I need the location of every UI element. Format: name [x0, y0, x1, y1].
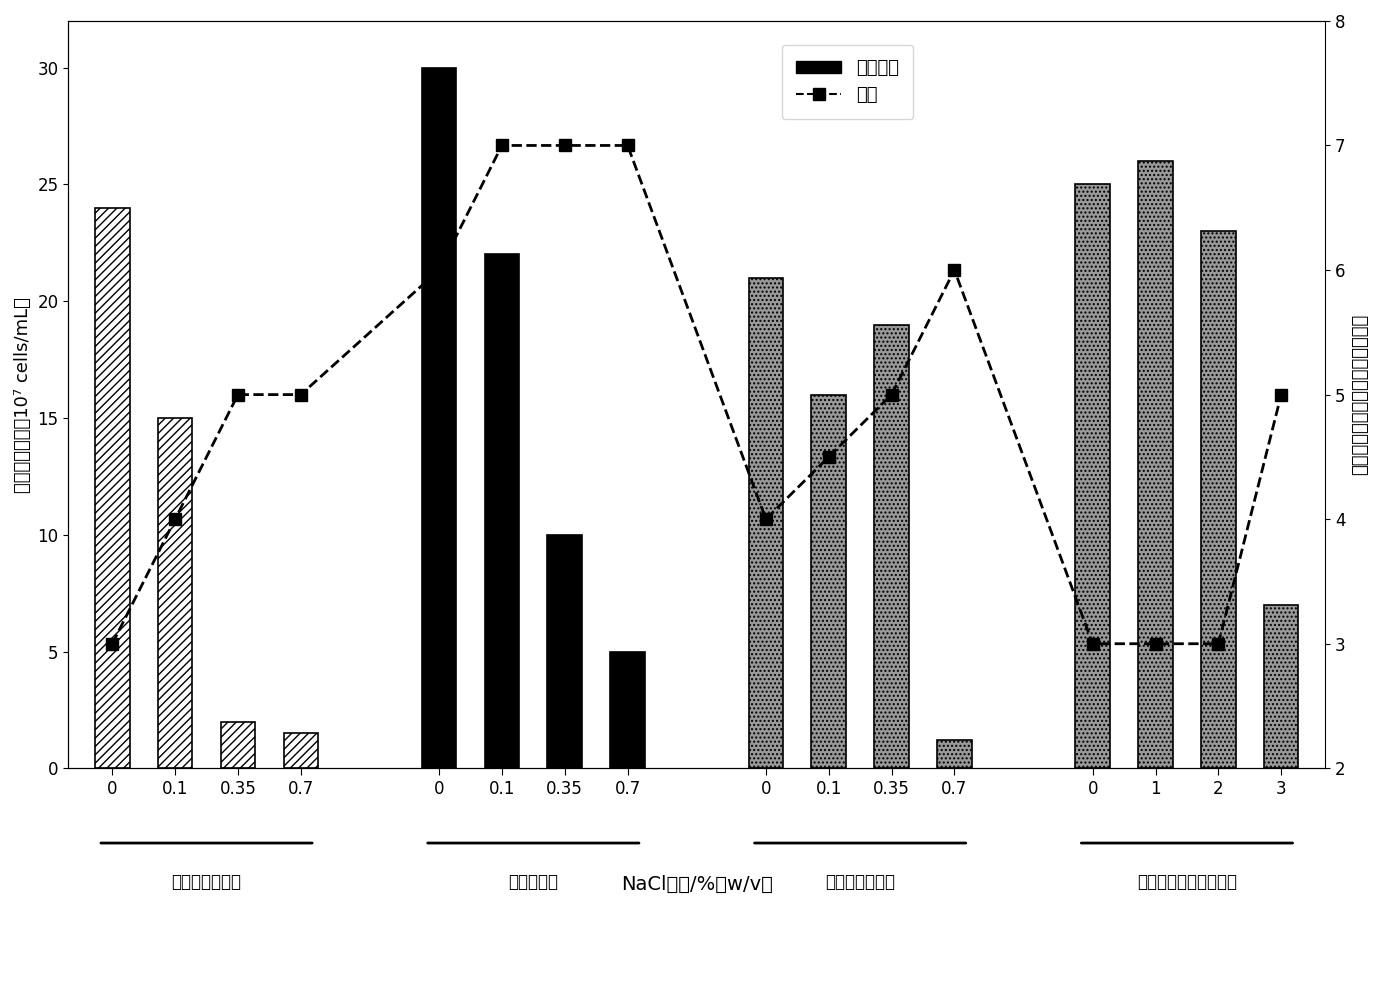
Bar [422, 68, 456, 768]
Bar [95, 208, 130, 768]
Bar [484, 254, 519, 768]
Bar [221, 722, 256, 768]
Text: 海洋嗜酸硫化芽包杆菌: 海洋嗜酸硫化芽包杆菌 [1137, 873, 1236, 891]
Bar [1076, 184, 1111, 768]
Bar [938, 741, 972, 768]
Y-axis label: 最大细胞浓度（10⁷ cells/mL）: 最大细胞浓度（10⁷ cells/mL） [14, 296, 32, 492]
Bar [1138, 161, 1173, 768]
Text: 嗜热嗜酸鐵质菌: 嗜热嗜酸鐵质菌 [826, 873, 895, 891]
Text: 嗜鐵魉端螺旋菌: 嗜鐵魉端螺旋菌 [171, 873, 242, 891]
Bar [748, 278, 783, 768]
Bar [874, 324, 909, 768]
Bar [548, 535, 582, 768]
Y-axis label: 达到最大细胞浓度所需时间（天）: 达到最大细胞浓度所需时间（天） [1351, 314, 1369, 475]
Bar [1200, 231, 1235, 768]
Text: 喜温硫杆菌: 喜温硫杆菌 [509, 873, 559, 891]
Bar [158, 418, 192, 768]
X-axis label: NaCl浓度/%（w/v）: NaCl浓度/%（w/v） [621, 875, 773, 893]
Bar [284, 733, 318, 768]
Legend: 细胞浓度, 时间: 细胞浓度, 时间 [781, 45, 913, 119]
Bar [1264, 605, 1299, 768]
Bar [610, 651, 644, 768]
Bar [812, 395, 846, 768]
